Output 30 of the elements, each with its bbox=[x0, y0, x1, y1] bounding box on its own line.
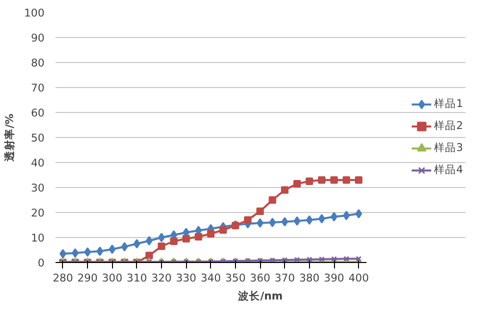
x-tick-label: 320 bbox=[151, 272, 172, 284]
y-tick-label: 20 bbox=[30, 206, 45, 220]
x-tick-label: 340 bbox=[200, 272, 222, 284]
y-axis-title: 透射率/% bbox=[3, 113, 16, 162]
legend-label: 样品4 bbox=[434, 163, 463, 177]
legend-label: 样品1 bbox=[434, 97, 463, 111]
y-tick-label: 0 bbox=[38, 256, 45, 270]
x-tick-label: 300 bbox=[102, 272, 123, 284]
legend-label: 样品3 bbox=[434, 141, 463, 155]
y-tick-label: 30 bbox=[30, 182, 45, 194]
x-tick-label: 400 bbox=[348, 272, 370, 284]
x-tick-label: 360 bbox=[250, 272, 270, 284]
y-tick-label: 60 bbox=[30, 106, 45, 120]
x-tick-label: 370 bbox=[274, 272, 296, 284]
legend-label: 样品2 bbox=[434, 119, 463, 133]
x-tick-label: 280 bbox=[52, 272, 74, 284]
x-tick-label: 380 bbox=[299, 272, 320, 284]
x-tick-label: 330 bbox=[176, 272, 197, 284]
y-tick-label: 80 bbox=[30, 56, 45, 70]
y-tick-label: 50 bbox=[30, 132, 45, 144]
y-tick-label: 10 bbox=[30, 232, 45, 244]
y-tick-label: 40 bbox=[30, 156, 45, 170]
y-tick-label: 90 bbox=[30, 32, 45, 44]
x-tick-label: 390 bbox=[324, 272, 344, 284]
y-tick-label: 70 bbox=[30, 82, 45, 94]
y-tick-label: 100 bbox=[24, 6, 45, 20]
x-tick-label: 350 bbox=[225, 272, 246, 284]
x-tick-label: 290 bbox=[77, 272, 98, 284]
x-tick-label: 310 bbox=[126, 272, 148, 284]
x-axis-title: 波长/nm bbox=[237, 290, 283, 302]
